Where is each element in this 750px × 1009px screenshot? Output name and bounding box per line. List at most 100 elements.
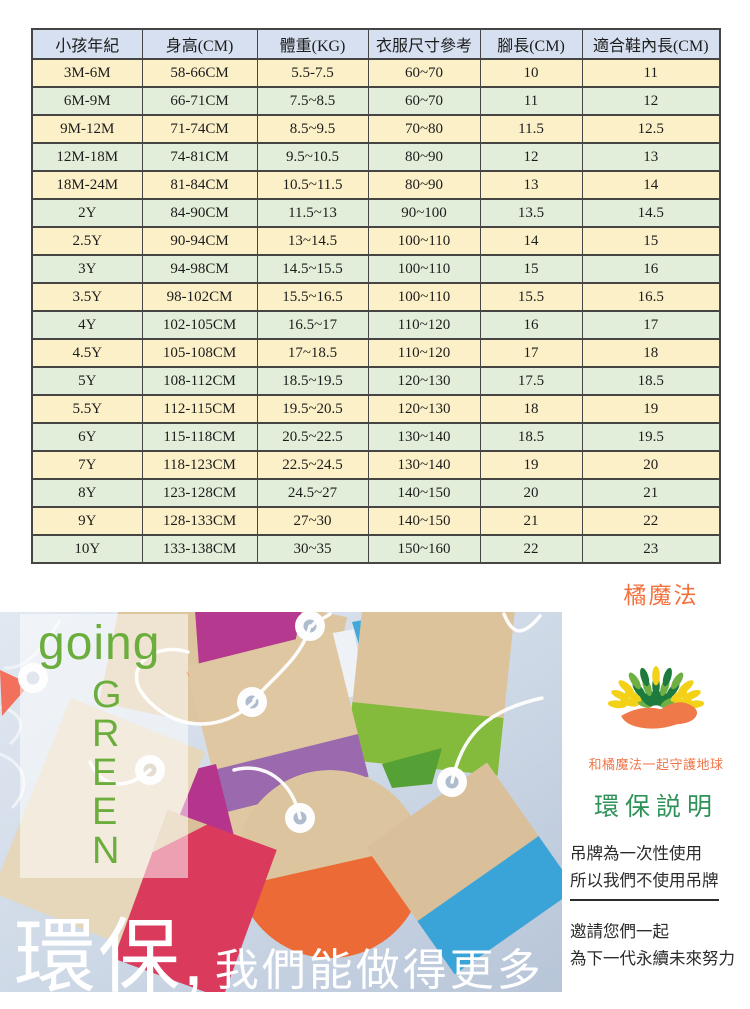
table-cell: 19 <box>581 394 721 424</box>
table-row: 18M-24M 81-84CM 10.5~11.5 80~90 13 14 <box>31 170 721 200</box>
slogan-large: 環保, <box>14 912 207 1003</box>
table-cell: 14 <box>479 226 583 256</box>
table-cell: 20 <box>479 478 583 508</box>
table-cell: 16 <box>479 310 583 340</box>
table-row: 3M-6M 58-66CM 5.5-7.5 60~70 10 11 <box>31 58 721 88</box>
leaf-icon <box>618 680 634 694</box>
table-cell: 11.5~13 <box>256 198 369 228</box>
table-row: 6Y 115-118CM 20.5~22.5 130~140 18.5 19.5 <box>31 422 721 452</box>
table-cell: 120~130 <box>367 394 481 424</box>
table-cell: 19.5~20.5 <box>256 394 369 424</box>
table-cell: 7.5~8.5 <box>256 86 369 116</box>
green-letter: R <box>92 713 120 755</box>
leaf-icon <box>611 689 630 701</box>
table-cell: 17.5 <box>479 366 583 396</box>
leaf-icon <box>607 700 627 709</box>
going-text: going <box>38 617 161 670</box>
table-cell: 18.5~19.5 <box>256 366 369 396</box>
table-cell: 13~14.5 <box>256 226 369 256</box>
table-cell: 140~150 <box>367 478 481 508</box>
table-cell: 22 <box>479 534 583 564</box>
table-cell: 105-108CM <box>141 338 258 368</box>
table-row: 3.5Y 98-102CM 15.5~16.5 100~110 15.5 16.5 <box>31 282 721 312</box>
leaf-icon <box>682 689 701 701</box>
table-cell: 110~120 <box>367 338 481 368</box>
table-cell: 90-94CM <box>141 226 258 256</box>
table-cell: 17 <box>479 338 583 368</box>
table-cell: 118-123CM <box>141 450 258 480</box>
table-cell: 80~90 <box>367 142 481 172</box>
table-cell: 10Y <box>31 534 143 564</box>
eco-title: 環保説明 <box>593 793 718 821</box>
leaf-icon <box>662 667 672 687</box>
table-cell: 9Y <box>31 506 143 536</box>
table-cell: 19.5 <box>581 422 721 452</box>
table-cell: 4Y <box>31 310 143 340</box>
table-cell: 81-84CM <box>141 170 258 200</box>
green-letter: G <box>92 674 122 716</box>
table-cell: 17 <box>581 310 721 340</box>
table-cell: 21 <box>479 506 583 536</box>
table-cell: 13.5 <box>479 198 583 228</box>
leaves-icon <box>607 666 705 709</box>
tree-hand-logo-icon <box>607 666 705 729</box>
table-cell: 17~18.5 <box>256 338 369 368</box>
table-cell: 18 <box>479 394 583 424</box>
table-cell: 102-105CM <box>141 310 258 340</box>
table-cell: 27~30 <box>256 506 369 536</box>
table-cell: 22.5~24.5 <box>256 450 369 480</box>
table-cell: 13 <box>479 170 583 200</box>
invite-line-1: 邀請您們一起 <box>570 923 669 941</box>
table-cell: 11 <box>479 86 583 116</box>
note-line-1: 吊牌為一次性使用 <box>570 845 702 863</box>
table-cell: 10 <box>479 58 583 88</box>
table-cell: 30~35 <box>256 534 369 564</box>
table-cell: 71-74CM <box>141 114 258 144</box>
leaf-icon <box>671 672 684 690</box>
table-cell: 128-133CM <box>141 506 258 536</box>
table-cell: 5.5-7.5 <box>256 58 369 88</box>
eco-tagline: 和橘魔法一起守護地球 <box>588 757 724 772</box>
table-cell: 108-112CM <box>141 366 258 396</box>
table-row: 4.5Y 105-108CM 17~18.5 110~120 17 18 <box>31 338 721 368</box>
column-header: 身高(CM) <box>141 28 258 60</box>
table-cell: 74-81CM <box>141 142 258 172</box>
table-cell: 2.5Y <box>31 226 143 256</box>
table-cell: 15.5 <box>479 282 583 312</box>
table-cell: 60~70 <box>367 86 481 116</box>
table-cell: 5Y <box>31 366 143 396</box>
table-row: 6M-9M 66-71CM 7.5~8.5 60~70 11 12 <box>31 86 721 116</box>
table-cell: 3.5Y <box>31 282 143 312</box>
column-header: 小孩年紀 <box>31 28 143 60</box>
table-cell: 8.5~9.5 <box>256 114 369 144</box>
table-row: 7Y 118-123CM 22.5~24.5 130~140 19 20 <box>31 450 721 480</box>
table-cell: 140~150 <box>367 506 481 536</box>
table-cell: 11.5 <box>479 114 583 144</box>
slogan-small: 我們能做得更多 <box>214 946 544 995</box>
table-cell: 6M-9M <box>31 86 143 116</box>
table-cell: 14 <box>581 170 721 200</box>
green-letter: N <box>92 830 120 872</box>
table-cell: 10.5~11.5 <box>256 170 369 200</box>
table-cell: 130~140 <box>367 450 481 480</box>
table-cell: 14.5~15.5 <box>256 254 369 284</box>
table-cell: 123-128CM <box>141 478 258 508</box>
table-row: 3Y 94-98CM 14.5~15.5 100~110 15 16 <box>31 254 721 284</box>
column-header: 體重(KG) <box>256 28 369 60</box>
table-row: 2.5Y 90-94CM 13~14.5 100~110 14 15 <box>31 226 721 256</box>
leaf-icon <box>652 666 660 686</box>
table-cell: 110~120 <box>367 310 481 340</box>
table-row: 8Y 123-128CM 24.5~27 140~150 20 21 <box>31 478 721 508</box>
leaf-icon <box>640 667 650 687</box>
table-cell: 6Y <box>31 422 143 452</box>
size-chart-header: 小孩年紀 身高(CM) 體重(KG) 衣服尺寸參考 腳長(CM) 適合鞋內長(CM) <box>31 28 721 60</box>
leaf-icon <box>678 680 694 694</box>
table-cell: 22 <box>581 506 721 536</box>
table-cell: 12M-18M <box>31 142 143 172</box>
table-cell: 18M-24M <box>31 170 143 200</box>
paper-tag <box>382 748 442 788</box>
table-cell: 84-90CM <box>141 198 258 228</box>
green-letter: E <box>92 752 118 794</box>
